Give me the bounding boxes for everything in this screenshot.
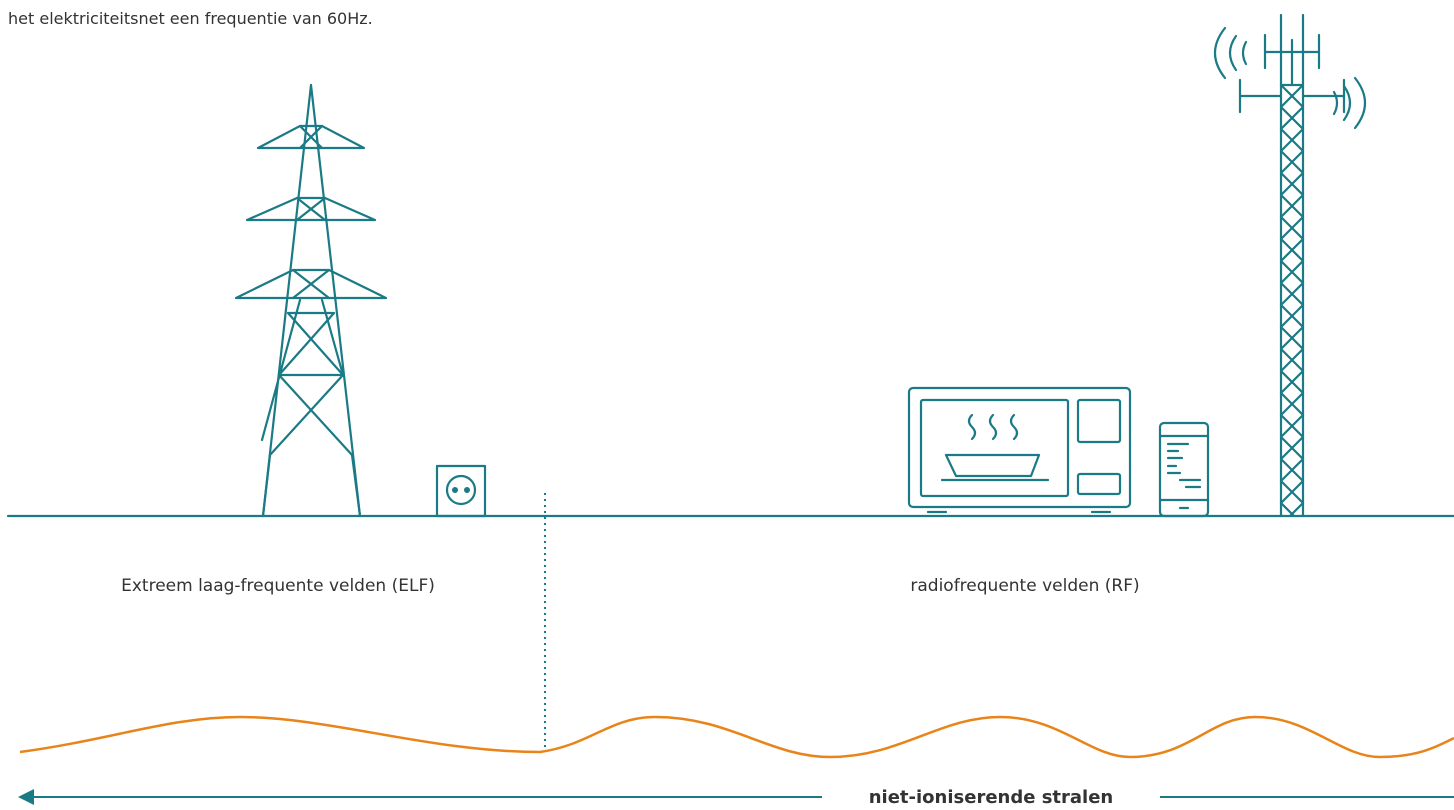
intro-text: het elektriciteitsnet een frequentie van… bbox=[8, 9, 373, 28]
socket bbox=[435, 464, 487, 518]
region-label: Extreem laag-frequente velden (ELF) bbox=[121, 576, 435, 596]
axis-arrowhead bbox=[18, 789, 34, 805]
antenna-tower bbox=[1213, 13, 1367, 518]
region-label: radiofrequente velden (RF) bbox=[910, 576, 1139, 596]
socket-pin bbox=[452, 487, 458, 493]
axis-label: niet-ioniserende stralen bbox=[869, 787, 1114, 808]
wave bbox=[19, 715, 1454, 759]
microwave bbox=[907, 386, 1132, 514]
pylon bbox=[234, 83, 388, 518]
socket-pin bbox=[464, 487, 470, 493]
phone bbox=[1158, 421, 1210, 518]
